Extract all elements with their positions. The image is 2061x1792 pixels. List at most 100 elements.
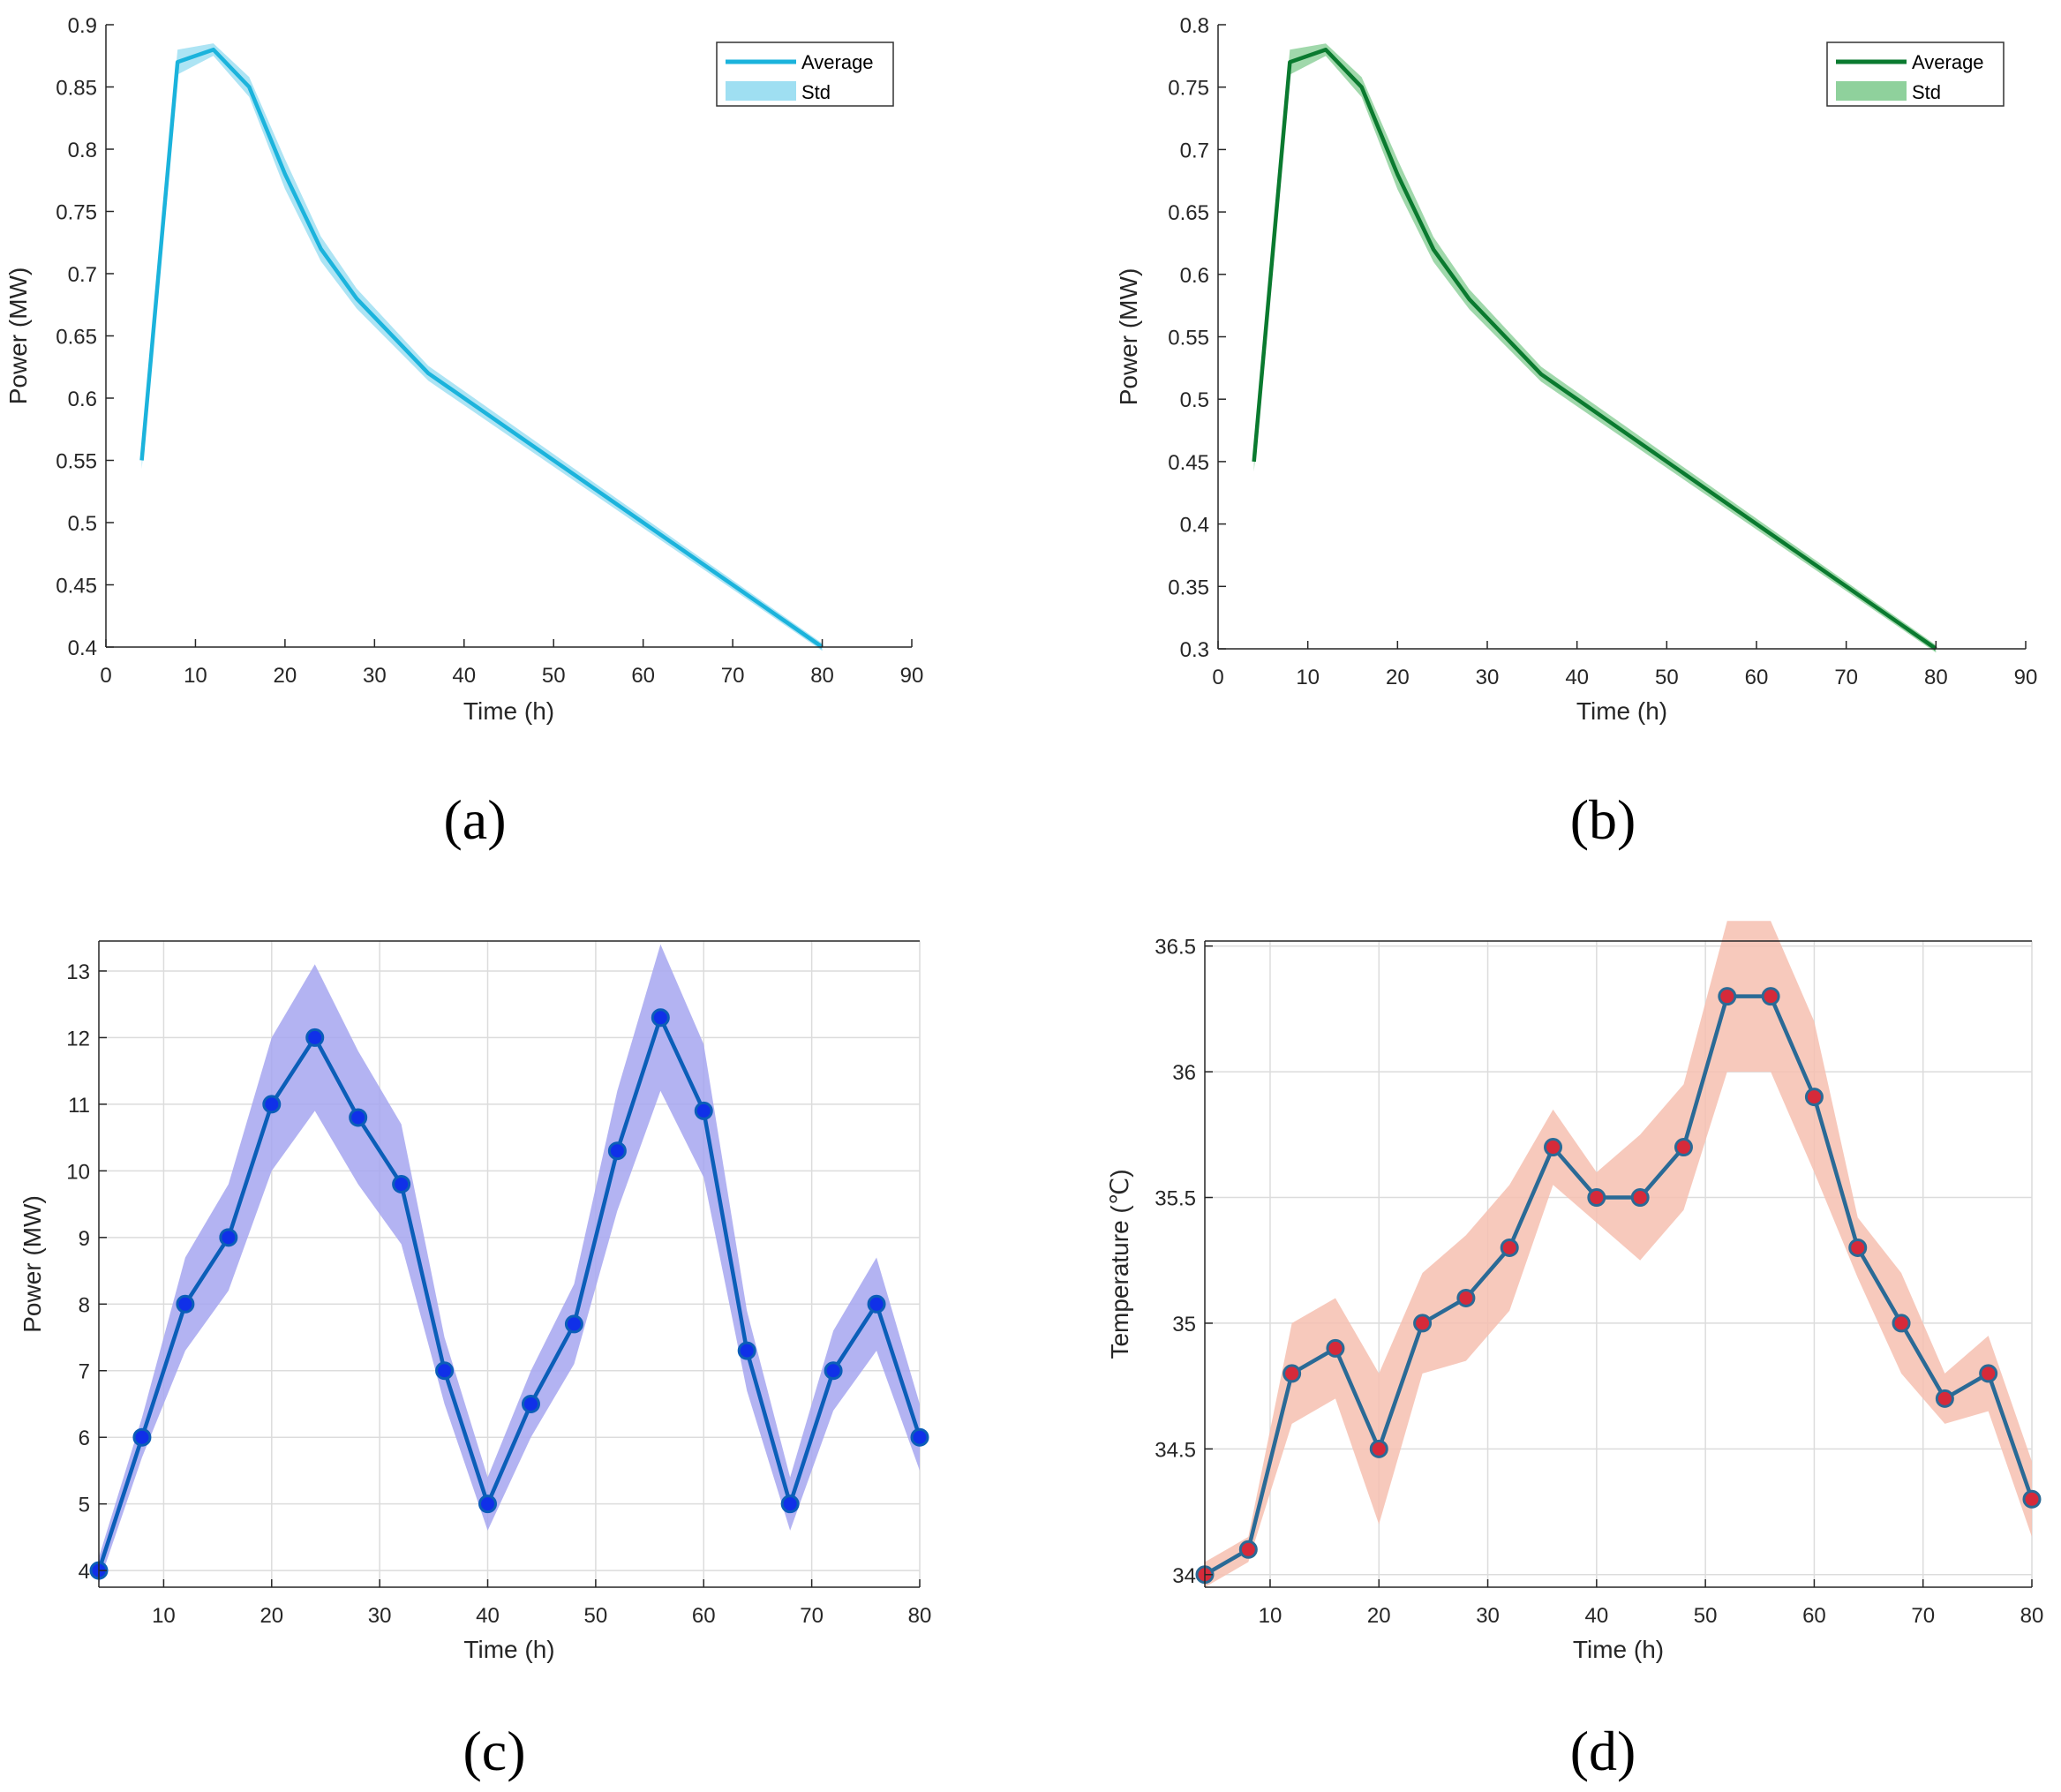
chart-panel-c: 10 20 30 40 50 60 70 80 4 5 6 7 8 9 10 11 12 13 Time (h) Po… (19, 940, 932, 1663)
y-tick-label: 8 (79, 1293, 90, 1317)
data-point (262, 1095, 282, 1114)
chart-panel-d: 10 20 30 40 50 60 70 80 34 34.5 35 35.5 36 36.5 Time (… (1106, 921, 2043, 1663)
std-band (141, 43, 823, 651)
x-tick-label: 80 (908, 1604, 932, 1628)
x-tick-label: 20 (260, 1604, 283, 1628)
y-tick-label: 0.75 (1168, 77, 1209, 101)
data-point (2022, 1489, 2042, 1509)
data-point (1456, 1288, 1476, 1307)
data-point (1282, 1364, 1302, 1383)
legend-std-label: Std (801, 81, 831, 103)
x-tick-label: 20 (274, 664, 297, 688)
data-point (132, 1427, 152, 1447)
panel-label-c: (c) (463, 1720, 525, 1782)
y-tick-label: 0.75 (56, 201, 97, 225)
x-axis-label: Time (h) (1573, 1636, 1664, 1663)
x-tick-label: 50 (542, 664, 566, 688)
y-tick-label: 0.6 (68, 388, 97, 411)
data-point (1413, 1314, 1433, 1333)
y-tick-label: 0.55 (1168, 327, 1209, 350)
x-tick-label: 40 (1584, 1604, 1608, 1628)
x-tick-label: 10 (1259, 1604, 1282, 1628)
panel-label-a: (a) (443, 788, 506, 851)
data-point (1238, 1540, 1258, 1559)
x-tick-label: 0 (100, 664, 111, 688)
y-tick-label: 0.85 (56, 77, 97, 101)
legend-panel-a: Average Std (716, 41, 894, 107)
legend-average-label: Average (801, 51, 874, 73)
x-tick-label: 80 (2020, 1604, 2044, 1628)
y-tick-label: 0.6 (1180, 264, 1209, 288)
x-tick-label: 60 (631, 664, 655, 688)
y-tick-label: 12 (66, 1027, 90, 1050)
y-tick-label: 0.4 (1180, 514, 1209, 538)
x-tick-label: 50 (1655, 666, 1679, 689)
legend-std-label: Std (1912, 81, 1941, 103)
panel-label-b: (b) (1570, 788, 1636, 851)
data-point (392, 1174, 411, 1193)
y-tick-label: 0.5 (68, 512, 97, 536)
x-tick-label: 50 (584, 1604, 608, 1628)
data-point (176, 1294, 195, 1314)
data-point (1587, 1188, 1606, 1208)
data-point (349, 1108, 368, 1127)
y-tick-label: 0.3 (1180, 638, 1209, 662)
y-tick-label: 0.35 (1168, 576, 1209, 599)
y-tick-label: 34.5 (1155, 1438, 1196, 1462)
x-tick-label: 30 (1476, 666, 1500, 689)
x-tick-label: 70 (721, 664, 745, 688)
x-tick-label: 10 (152, 1604, 176, 1628)
legend-panel-b: Average Std (1826, 41, 2005, 107)
data-point (607, 1141, 627, 1161)
y-tick-label: 0.7 (68, 263, 97, 287)
x-tick-label: 50 (1694, 1604, 1718, 1628)
series-line-average (1203, 994, 2035, 1577)
series-line-average (96, 1015, 922, 1571)
legend-average-label: Average (1912, 51, 1984, 73)
y-tick-label: 11 (68, 1094, 90, 1118)
y-tick-label: 36 (1172, 1061, 1196, 1085)
series-line-average (1252, 48, 1937, 651)
x-axis-label: Time (h) (1576, 697, 1667, 725)
y-tick-label: 0.5 (1180, 388, 1209, 412)
data-point (867, 1294, 886, 1314)
y-tick-label: 0.8 (1180, 14, 1209, 38)
y-tick-label: 34 (1172, 1564, 1196, 1588)
std-band (99, 944, 920, 1585)
data-point (824, 1361, 843, 1381)
y-tick-label: 9 (79, 1227, 90, 1251)
y-tick-label: 0.9 (68, 14, 97, 38)
data-point (1630, 1188, 1650, 1208)
x-tick-label: 40 (1565, 666, 1589, 689)
data-point (1804, 1088, 1824, 1107)
legend-std-swatch (726, 81, 796, 101)
y-tick-label: 10 (66, 1160, 90, 1184)
y-tick-label: 13 (66, 960, 90, 984)
y-axis-label: Power (MW) (19, 1195, 46, 1333)
y-tick-label: 0.4 (68, 636, 97, 660)
y-axis-label: Temperature (℃) (1106, 1169, 1133, 1359)
x-tick-label: 60 (692, 1604, 716, 1628)
data-point (910, 1427, 929, 1447)
y-tick-label: 0.8 (68, 139, 97, 162)
data-point (521, 1394, 540, 1413)
y-tick-label: 5 (79, 1494, 90, 1517)
data-point (478, 1495, 498, 1514)
y-tick-label: 7 (79, 1360, 90, 1384)
data-point (1326, 1338, 1345, 1358)
y-tick-label: 35.5 (1155, 1187, 1196, 1211)
y-tick-label: 0.45 (56, 575, 97, 599)
chart-panel-a: 0 10 20 30 40 50 60 70 80 90 0.4 0.45 0.5 0.55 0.6 0.65… (4, 14, 923, 725)
data-point (1369, 1439, 1388, 1458)
x-tick-label: 80 (1924, 666, 1948, 689)
data-point (1761, 987, 1780, 1006)
std-band (1205, 921, 2032, 1587)
x-tick-label: 0 (1212, 666, 1223, 689)
x-tick-label: 70 (800, 1604, 824, 1628)
x-tick-label: 70 (1911, 1604, 1935, 1628)
data-point (1500, 1238, 1519, 1257)
x-tick-label: 20 (1367, 1604, 1391, 1628)
x-tick-label: 60 (1802, 1604, 1826, 1628)
x-tick-label: 40 (476, 1604, 500, 1628)
data-point (1848, 1238, 1868, 1257)
